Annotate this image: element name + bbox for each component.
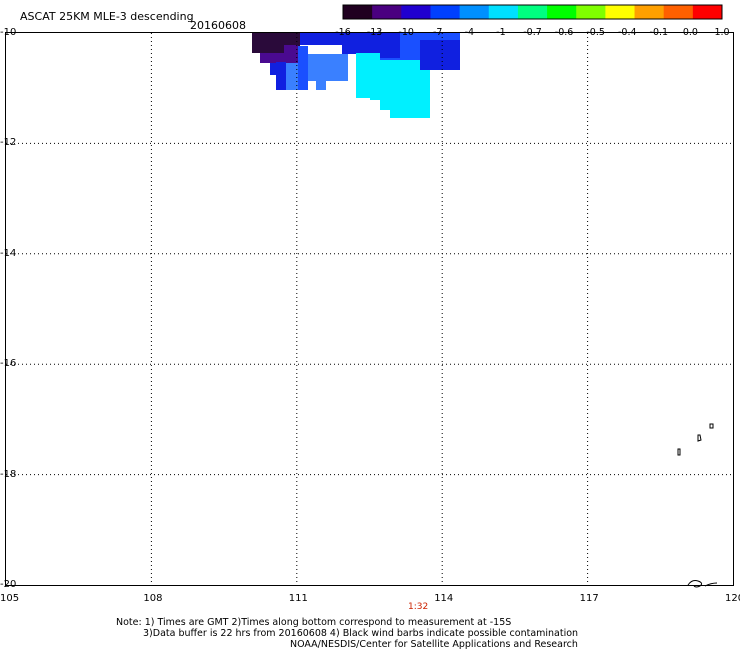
lat-tick-label: -12 [0,137,17,149]
wind-swath [252,33,460,118]
colorbar-label: 1.0 [714,27,730,38]
chart-date: 20160608 [190,19,246,32]
lon-tick-label: 120 [725,593,740,604]
swath-cell [284,45,298,63]
note-line-3: NOAA/NESDIS/Center for Satellite Applica… [290,639,578,650]
swath-cell [356,33,380,53]
lat-tick-label: -20 [0,579,17,590]
colorbar-segment [459,5,490,19]
swath-cell [298,46,308,90]
lat-tick-label: -14 [0,247,17,259]
lon-tick-label: 114 [434,593,454,604]
swath-cell [316,80,326,90]
colorbar-segment [547,5,577,19]
colorbar-segment [401,5,431,19]
note-line-2: 3)Data buffer is 22 hrs from 20160608 4)… [143,628,579,639]
island-2 [697,434,702,442]
swath-cell [286,63,298,90]
colorbar-segment [488,5,519,19]
colorbar-segment [576,5,606,19]
island-4 [687,580,718,588]
graticule [6,33,733,585]
colorbar-label: -7 [433,27,443,38]
colorbar-label: -4 [464,27,475,38]
swath-cell [420,40,460,70]
colorbar-segment [605,5,636,19]
swath-cell [276,62,286,90]
colorbar-label: -1 [496,27,506,38]
lon-tick-label: 108 [143,593,163,604]
colorbar-segment [430,5,461,19]
colorbar-label: -0.5 [586,27,605,38]
swath-cell [260,53,284,63]
colorbar-segment [517,5,548,19]
time-label: 1:32 [408,602,429,612]
colorbar-border [342,4,723,20]
colorbar-segment [692,5,723,19]
map-frame [5,32,734,586]
lon-tick-label: 117 [579,593,599,604]
lat-tick-label: -10 [0,27,17,38]
swath-cell [380,33,400,58]
colorbar [342,4,723,20]
colorbar-segment [372,5,402,19]
swath-cell [370,60,380,100]
island-3 [709,423,714,429]
colorbar-label: 0.0 [682,27,698,38]
lon-tick-label: 111 [288,593,308,604]
colorbar-label: -13 [366,27,383,38]
colorbar-segment [343,5,373,19]
chart-title: ASCAT 25KM MLE-3 descending [20,10,194,23]
colorbar-label: -0.4 [617,27,637,38]
colorbar-label: -0.7 [523,27,542,38]
colorbar-segment [634,5,665,19]
swath-cell [308,54,348,81]
lat-tick-label: -18 [0,468,17,480]
colorbar-label: -0.1 [649,27,669,38]
swath-cell [390,100,430,118]
colorbar-label: -10 [398,27,414,38]
colorbar-segment [663,5,694,19]
swath-cell [308,33,356,45]
note-line-1: Note: 1) Times are GMT 2)Times along bot… [116,617,512,628]
colorbar-label: -0.6 [554,27,574,38]
lon-tick-label: 105 [0,593,20,604]
coastline-islands [677,423,718,588]
lat-tick-label: -16 [0,358,17,370]
island-1 [677,448,681,456]
colorbar-label: -16 [335,27,351,38]
